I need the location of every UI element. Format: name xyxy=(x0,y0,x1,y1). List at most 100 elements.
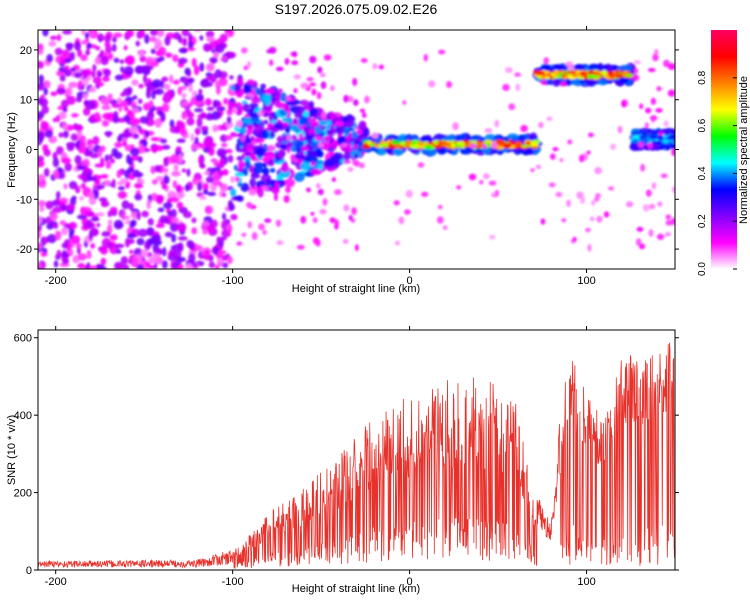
spectrogram-cell xyxy=(132,169,141,178)
spectrogram-cell xyxy=(162,218,170,224)
colorbar-tick-label: 0.4 xyxy=(697,166,708,180)
spectrogram-cell xyxy=(215,44,225,54)
spectrogram-cell xyxy=(267,160,275,167)
spectrogram-cell xyxy=(243,86,251,95)
spectrogram-cell xyxy=(301,145,309,152)
spectrogram-cell xyxy=(307,128,316,135)
spectrogram-cell xyxy=(126,154,132,165)
spectrogram-cell xyxy=(246,128,253,136)
spectrogram-cell xyxy=(92,76,102,84)
spectrogram-cell xyxy=(110,158,116,164)
snr-y-ticks: 0 200 400 600 xyxy=(14,333,679,577)
spectrogram-cell xyxy=(172,54,179,63)
spectrogram-cell xyxy=(292,51,298,58)
spectrogram-cell xyxy=(94,163,105,168)
spectrogram-cell xyxy=(113,151,123,160)
spectrogram-cell xyxy=(590,74,601,79)
spectrogram-cell xyxy=(201,129,209,136)
spectrogram-cell xyxy=(60,252,70,259)
spectrogram-cell xyxy=(202,182,209,191)
spectrogram-cell xyxy=(205,46,214,51)
spectrogram-cell xyxy=(77,262,85,269)
spectrogram-cell xyxy=(91,44,97,49)
spectrogram-cell xyxy=(310,168,322,176)
spectrogram-cell xyxy=(236,90,243,98)
spectrogram-cell xyxy=(378,64,385,70)
spectrogram-cell xyxy=(122,88,132,97)
spectrogram-cell xyxy=(438,49,446,55)
spectrogram-cell xyxy=(95,45,101,51)
spectrogram-cell xyxy=(61,157,71,164)
spectrogram-cell xyxy=(243,102,250,113)
spectrogram-cell xyxy=(101,120,110,127)
spectrogram-cell xyxy=(235,119,243,128)
spectrogram-cell xyxy=(104,41,111,48)
chart-title: S197.2026.075.09.02.E26 xyxy=(275,1,438,17)
spectrogram-cell xyxy=(87,219,93,229)
spectrogram-cell xyxy=(81,206,92,213)
spectrogram-cell xyxy=(525,141,531,145)
spectrogram-cell xyxy=(151,90,156,100)
spectrogram-cell xyxy=(398,216,405,225)
spectrogram-cell xyxy=(660,173,668,179)
spectrogram-cell xyxy=(285,186,291,194)
spectrogram-cell xyxy=(107,219,113,226)
spectrogram-cell xyxy=(155,175,164,182)
spectrogram-cell xyxy=(481,144,488,149)
spectrogram-cell xyxy=(664,232,671,237)
spectrogram-cell xyxy=(589,216,595,222)
spectrogram-cell xyxy=(58,132,64,138)
spectrogram-cell xyxy=(41,105,49,114)
spectrogram-cell xyxy=(137,98,143,104)
spectrogram-cell xyxy=(310,211,315,216)
spectrogram-cell xyxy=(552,146,559,152)
spectrogram-cell xyxy=(177,57,188,64)
spectrogram-cell xyxy=(62,49,69,56)
spectrogram-cell xyxy=(47,233,57,244)
snr-series-line xyxy=(38,342,675,569)
spectrogram-cell xyxy=(227,154,234,163)
spectrogram-cell xyxy=(230,176,236,183)
spectrogram-cell xyxy=(550,153,556,160)
spectrogram-cell xyxy=(107,52,114,60)
spectrogram-cell xyxy=(361,121,366,130)
spectrogram-cell xyxy=(45,200,54,210)
spectrogram-cell xyxy=(217,250,227,255)
spectrogram-cell xyxy=(291,60,299,66)
spectrogram-cell xyxy=(59,74,66,82)
spectrogram-cell xyxy=(38,159,45,168)
spectrogram-cell xyxy=(224,30,232,34)
spectrogram-cell xyxy=(86,211,95,217)
spectrogram-cell xyxy=(219,33,228,43)
spectrogram-cell xyxy=(60,227,69,236)
y-tick-label: -20 xyxy=(16,244,32,256)
spectrogram-cell xyxy=(193,30,202,33)
spectrogram-cell xyxy=(71,113,79,118)
spectrogram-cell xyxy=(157,110,164,117)
spectrogram-cell xyxy=(298,133,304,141)
spectrogram-cell xyxy=(265,87,276,95)
spectrogram-cell xyxy=(154,88,164,95)
spectrogram-cell xyxy=(354,159,360,167)
spectrogram-cell xyxy=(73,72,82,79)
spectrogram-cell xyxy=(127,109,133,116)
spectrogram-cell xyxy=(136,210,141,221)
spectrogram-cell xyxy=(160,138,168,144)
spectrogram-cell xyxy=(62,258,70,265)
spectrogram-cell xyxy=(283,195,290,203)
spectrogram-cell xyxy=(99,246,108,255)
spectrogram-cell xyxy=(253,161,265,168)
spectrogram-cell xyxy=(278,88,283,93)
spectrogram-cell xyxy=(199,35,204,41)
spectrogram-cell xyxy=(625,201,634,208)
spectrogram-cell xyxy=(103,68,112,77)
spectrogram-cell xyxy=(86,249,92,260)
spectrogram-cell xyxy=(538,121,544,129)
spectrogram-cell xyxy=(190,143,200,151)
spectrogram-cell xyxy=(267,144,275,151)
spectrogram-cell xyxy=(133,182,144,189)
spectrogram-cell xyxy=(102,174,109,179)
spectrogram-cell xyxy=(237,148,246,153)
spectrogram-cell xyxy=(343,152,351,161)
spectrogram-cell xyxy=(251,232,258,240)
